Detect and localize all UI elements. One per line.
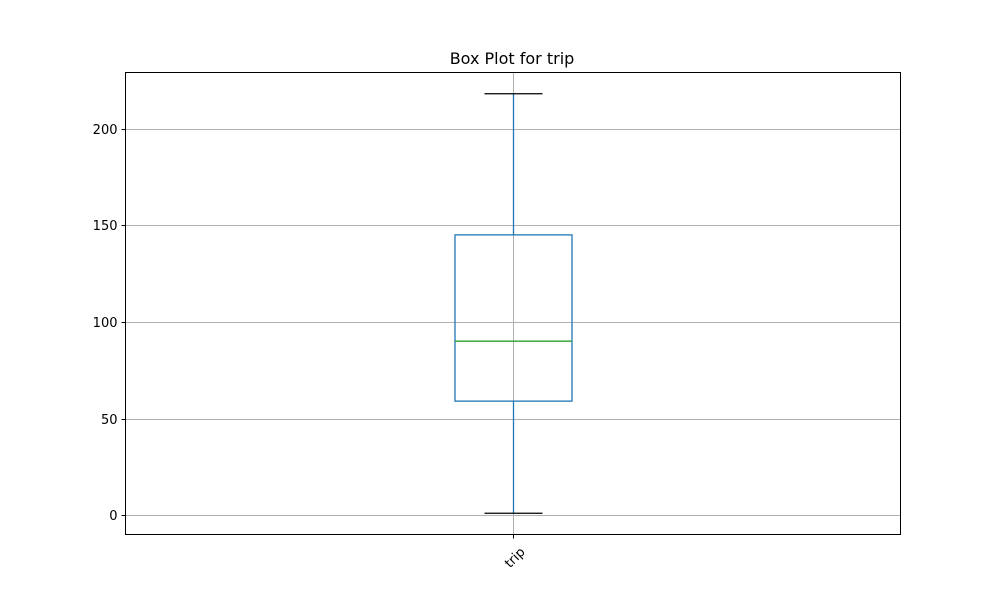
y-tick-label: 100 xyxy=(93,316,118,331)
chart-title: Box Plot for trip xyxy=(450,49,575,68)
y-tick-label: 150 xyxy=(93,219,118,234)
y-tick-label: 200 xyxy=(93,123,118,138)
tick-layer: 0 50 100 150 200 trip xyxy=(93,123,529,571)
iqr-box xyxy=(454,234,573,402)
y-tick-label: 0 xyxy=(109,509,117,524)
x-tick-label: trip xyxy=(502,545,528,571)
y-tick-label: 50 xyxy=(101,413,118,428)
box-layer xyxy=(454,93,573,514)
